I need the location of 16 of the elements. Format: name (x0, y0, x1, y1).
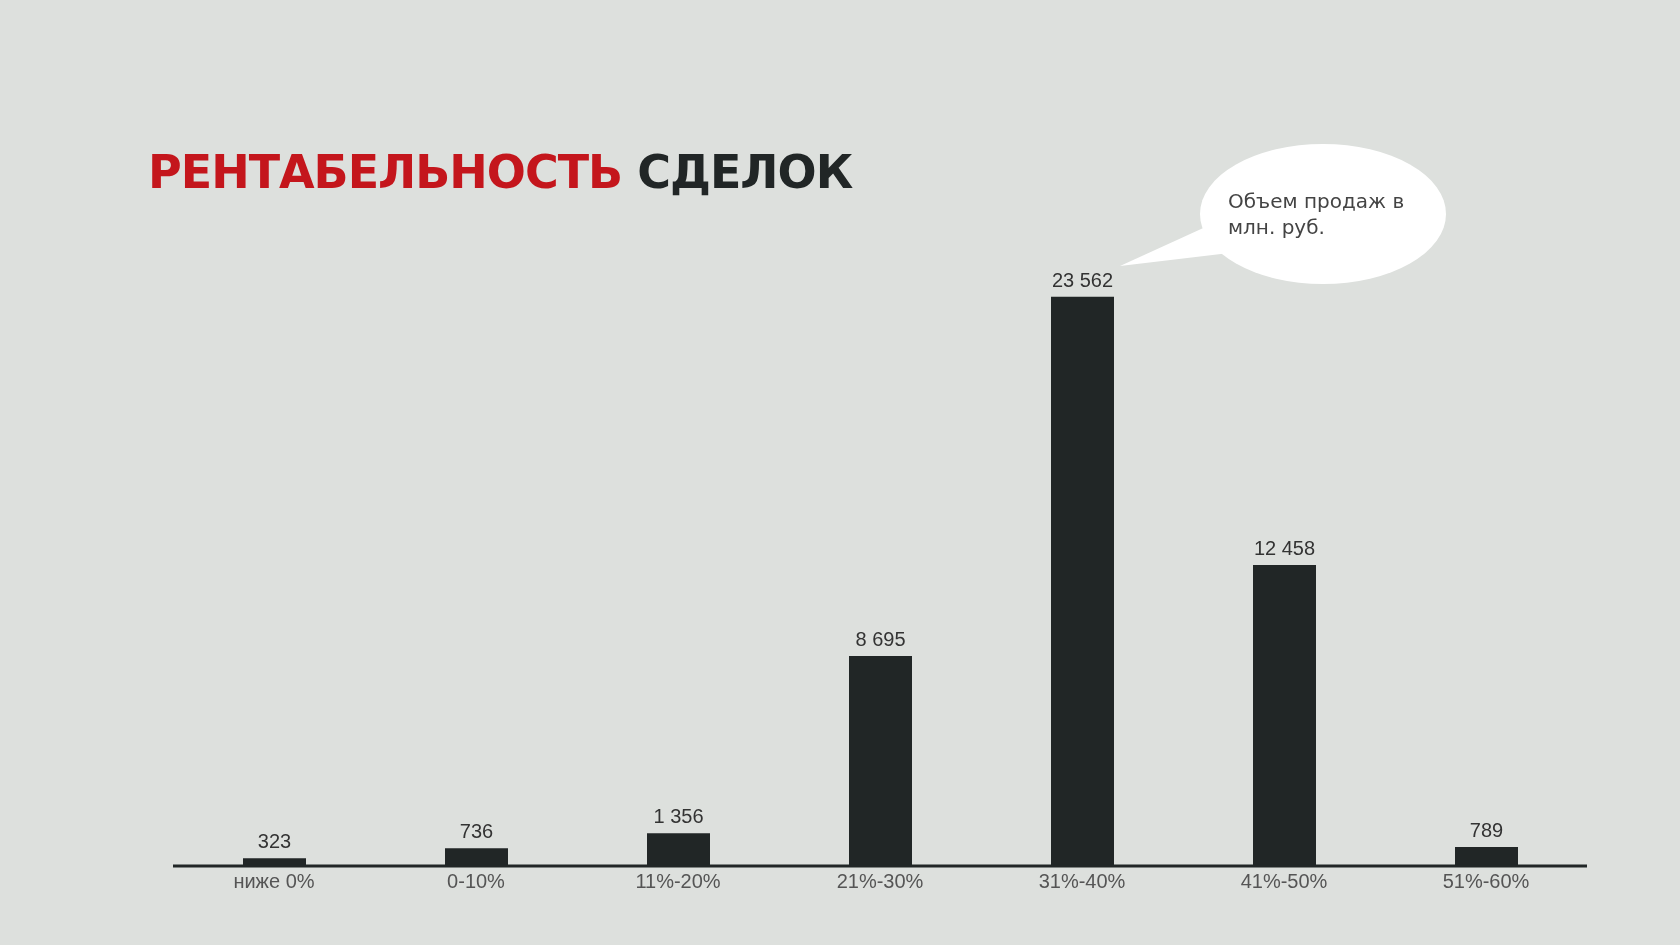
x-tick-label: 31%-40% (1038, 870, 1126, 893)
x-tick-label: 11%-20% (635, 870, 721, 893)
x-tick-label: 21%-30% (836, 870, 924, 893)
data-label: 1 356 (653, 805, 704, 828)
data-label: 23 562 (1051, 268, 1114, 291)
data-label: 323 (257, 830, 292, 853)
data-label: 8 695 (855, 627, 906, 650)
chart-title: РЕНТАБЕЛЬНОСТЬ СДЕЛОК (148, 145, 853, 199)
data-label: 12 458 (1253, 537, 1316, 560)
x-tick-label: 41%-50% (1240, 870, 1328, 893)
x-tick-label: 0-10% (447, 870, 506, 893)
x-tick-label: ниже 0% (233, 870, 315, 893)
x-tick-label: 51%-60% (1442, 870, 1530, 893)
data-label: 789 (1469, 818, 1504, 841)
data-label: 736 (459, 820, 494, 843)
text: Объем продаж в млн. руб. (1228, 188, 1406, 240)
